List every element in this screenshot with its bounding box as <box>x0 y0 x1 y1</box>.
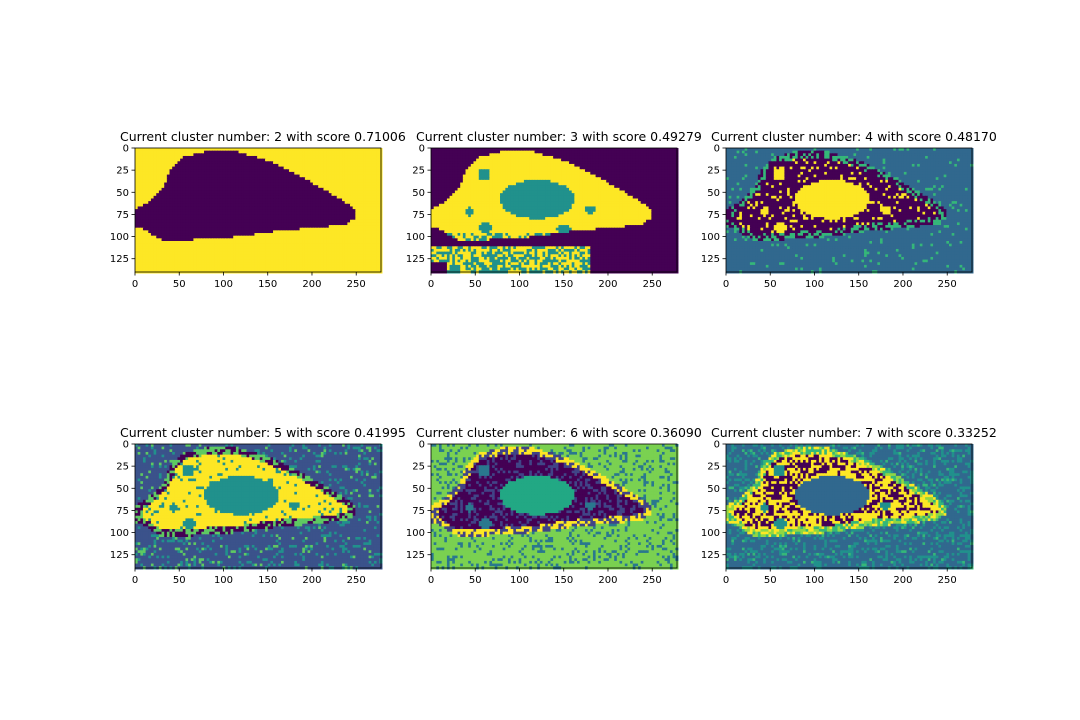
cluster-panel-2: Current cluster number: 2 with score 0.7… <box>110 129 406 290</box>
cluster-label-image <box>135 148 382 273</box>
panel-title: Current cluster number: 2 with score 0.7… <box>120 129 406 144</box>
